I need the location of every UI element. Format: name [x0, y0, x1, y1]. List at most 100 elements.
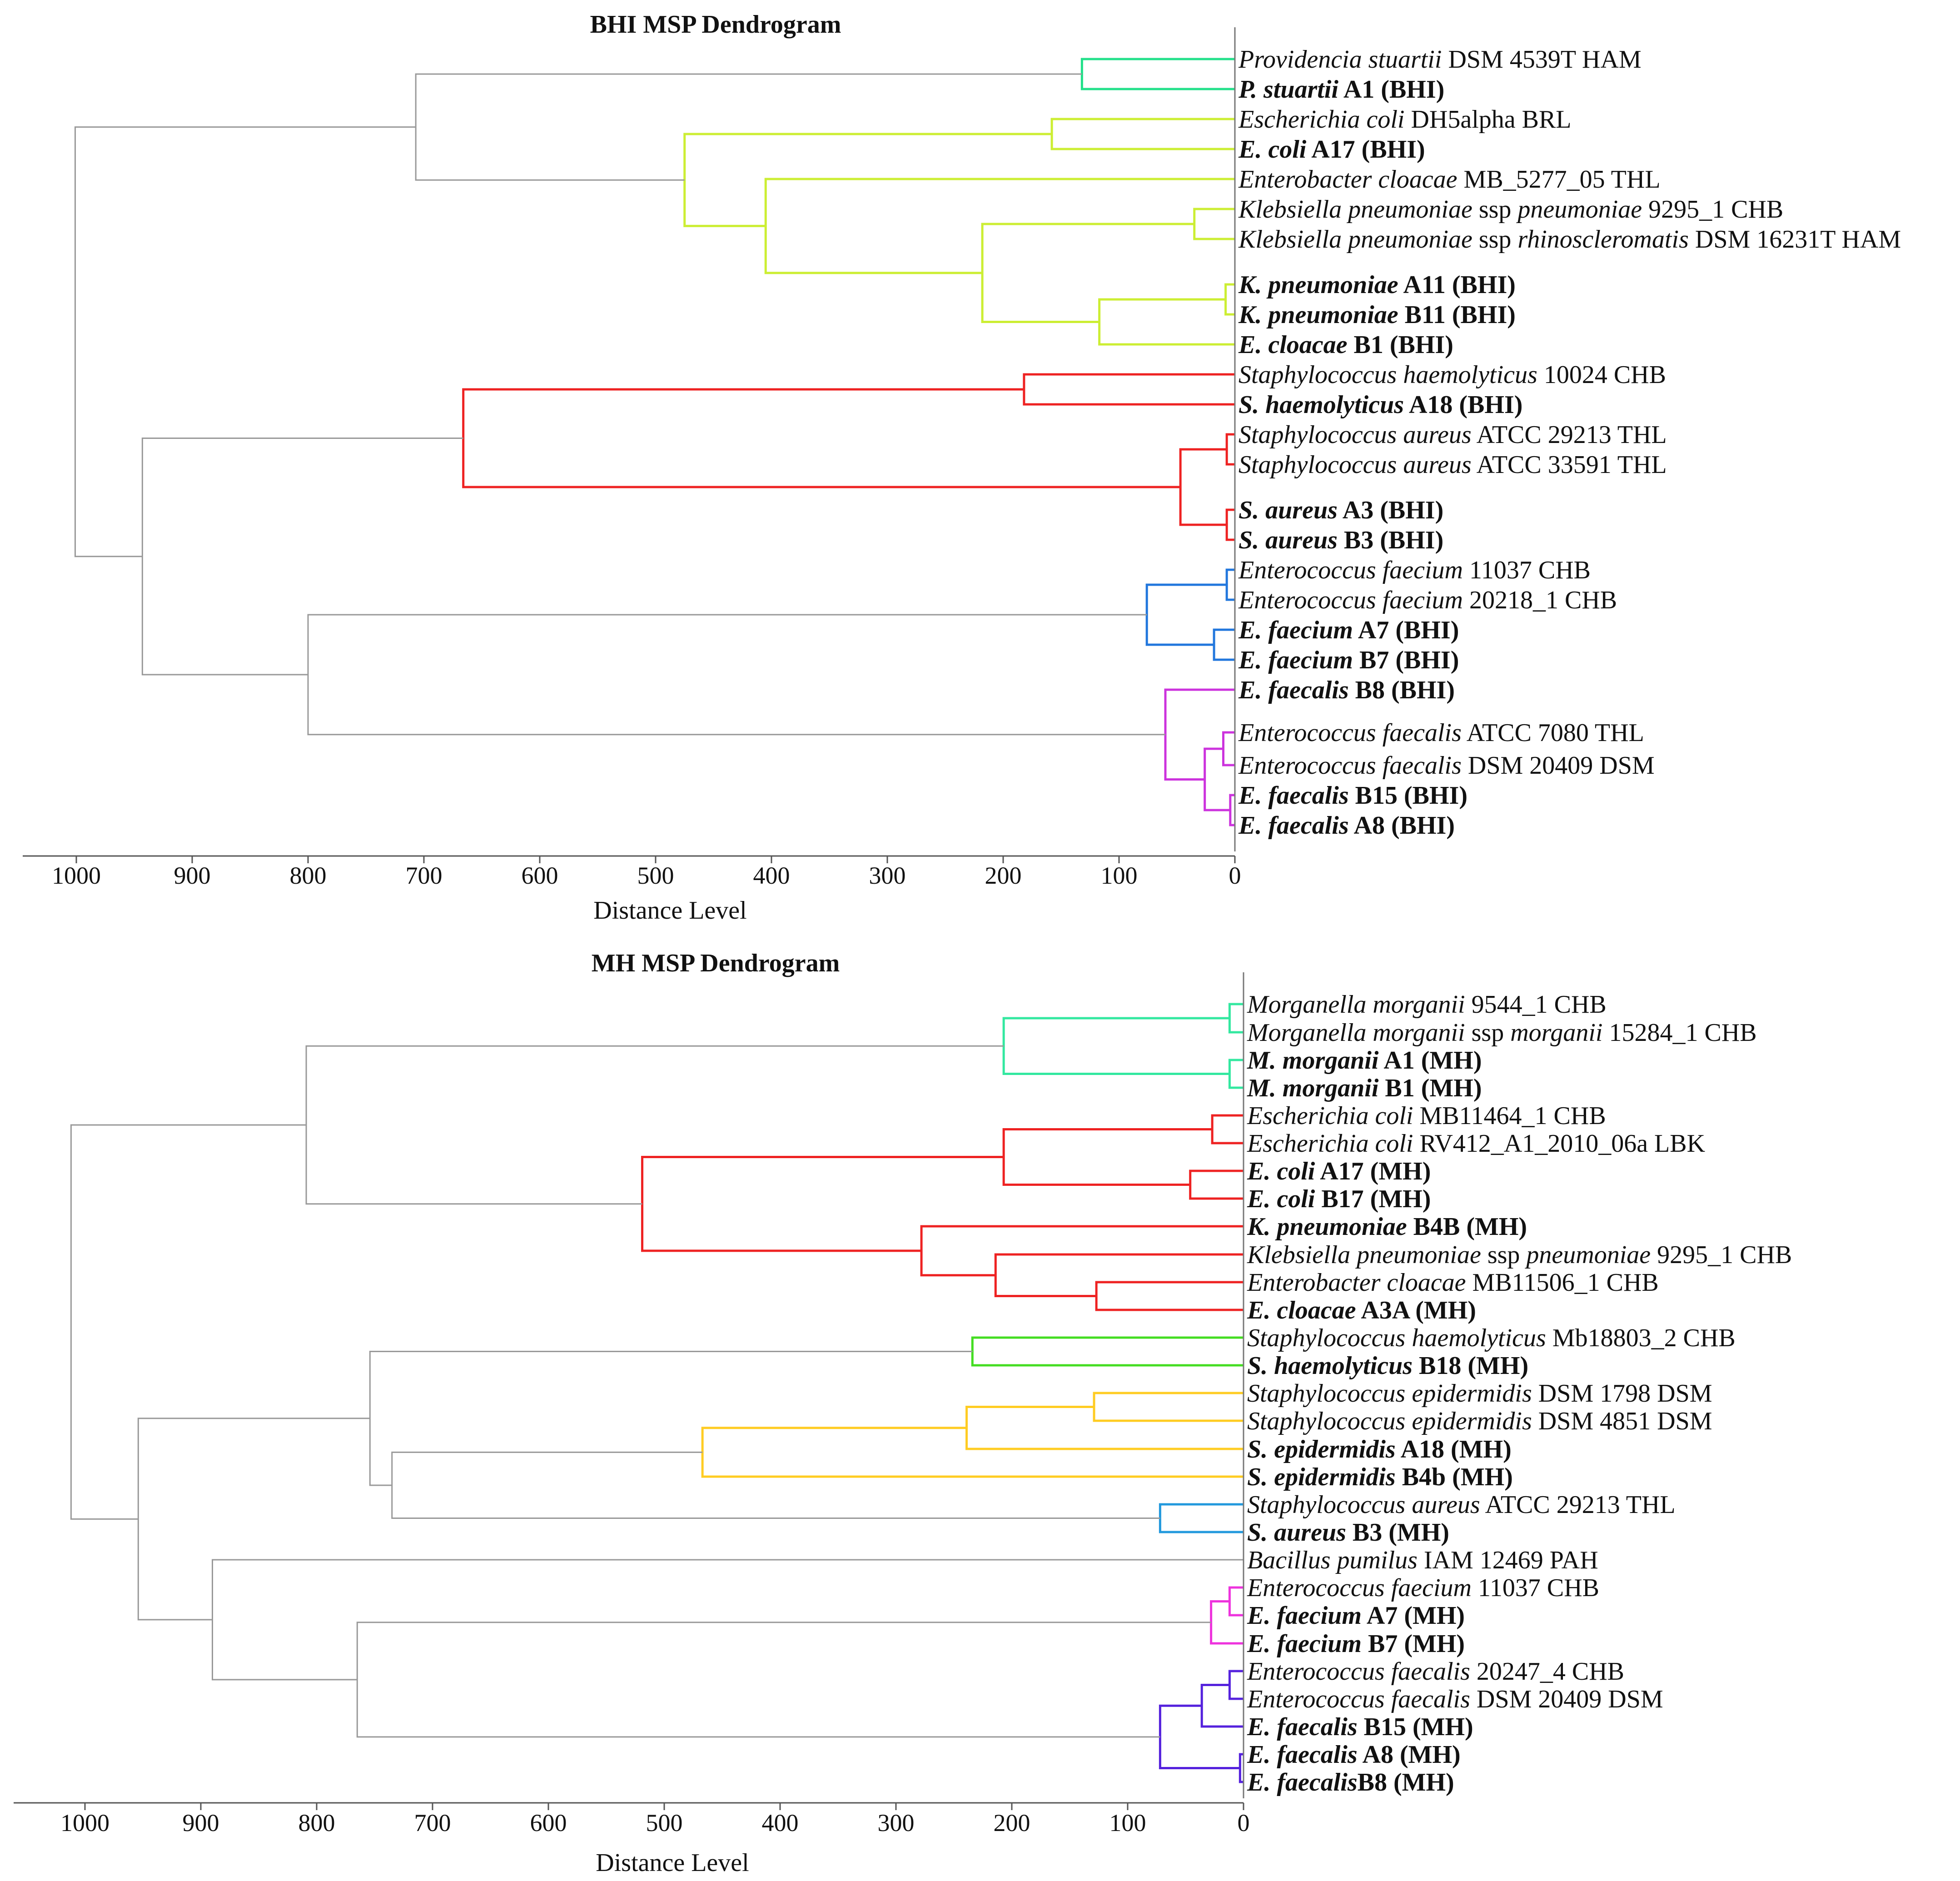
bhi-leaf-label: S. aureus A3 (BHI)	[1239, 496, 1443, 524]
mh-tick-label-500: 500	[646, 1809, 683, 1836]
mh-leaf-label: E. cloacae A3A (MH)	[1247, 1296, 1476, 1324]
mh-leaf-label: Morganella morganii ssp morganii 15284_1…	[1247, 1019, 1757, 1047]
bhi-chart-title: BHI MSP Dendrogram	[590, 10, 841, 39]
bhi-leaf-label: Klebsiella pneumoniae ssp pneumoniae 929…	[1238, 195, 1783, 224]
bhi-tick-label-700: 700	[406, 862, 443, 889]
mh-branch-m24	[1159, 1704, 1240, 1769]
mh-leaf-label: E. faecalis B15 (MH)	[1247, 1713, 1473, 1741]
mh-branch-m25	[356, 1622, 1211, 1738]
mh-branch-m9	[920, 1225, 1244, 1277]
mh-leaf-label: Bacillus pumilus IAM 12469 PAH	[1247, 1546, 1598, 1574]
bhi-leaf-label: Enterococcus faecium 11037 CHB	[1238, 556, 1591, 584]
mh-branch-m21	[1228, 1670, 1244, 1700]
bhi-leaf-label: S. aureus B3 (BHI)	[1239, 526, 1443, 554]
mh-tick-label-400: 400	[762, 1809, 799, 1836]
mh-leaf-label: Enterobacter cloacae MB11506_1 CHB	[1247, 1269, 1659, 1297]
bhi-branch-n16	[1213, 628, 1235, 661]
bhi-branch-n6	[981, 223, 1194, 323]
bhi-leaf-label: Enterobacter cloacae MB_5277_05 THL	[1238, 165, 1661, 194]
bhi-branch-n15	[1225, 568, 1235, 601]
mh-branch-m12	[971, 1336, 1244, 1367]
bhi-leaf-label: Enterococcus faecalis DSM 20409 DSM	[1238, 751, 1655, 780]
mh-branch-m6	[1002, 1128, 1213, 1186]
bhi-tick-label-600: 600	[522, 862, 558, 889]
bhi-leaf-label: S. haemolyticus A18 (BHI)	[1239, 391, 1522, 419]
bhi-branch-n20	[1204, 747, 1230, 811]
mh-branch-m28	[70, 1124, 307, 1520]
bhi-branch-n9	[415, 73, 1082, 181]
mh-tick-label-700: 700	[414, 1809, 451, 1836]
mh-branch-m27	[137, 1418, 370, 1621]
bhi-tick-label-300: 300	[869, 862, 906, 889]
bhi-leaf-label: E. cloacae B1 (BHI)	[1238, 331, 1453, 359]
mh-branch-m5	[1189, 1169, 1244, 1200]
mh-branch-m17	[391, 1451, 1160, 1519]
mh-leaf-label: Staphylococcus haemolyticus Mb18803_2 CH…	[1247, 1324, 1736, 1352]
mh-leaf-label: Staphylococcus epidermidis DSM 4851 DSM	[1247, 1407, 1712, 1435]
mh-leaf-label: E. coli B17 (MH)	[1247, 1185, 1431, 1213]
bhi-branch-n4	[1224, 283, 1235, 316]
mh-tick-label-900: 900	[183, 1809, 219, 1836]
bhi-leaf-label: Enterococcus faecalis ATCC 7080 THL	[1238, 719, 1644, 747]
bhi-tick-label-200: 200	[985, 862, 1022, 889]
mh-leaf-label: Escherichia coli RV412_A1_2010_06a LBK	[1247, 1130, 1705, 1158]
mh-leaf-label: E. faecalis A8 (MH)	[1247, 1741, 1461, 1769]
mh-leaf-label: E. faecalisB8 (MH)	[1247, 1768, 1454, 1796]
bhi-tick-label-900: 900	[174, 862, 211, 889]
bhi-tick-label-1000: 1000	[52, 862, 101, 889]
bhi-branch-n10	[1023, 373, 1235, 406]
mh-branch-m15	[701, 1427, 1244, 1478]
bhi-branch-n2	[1050, 118, 1235, 150]
mh-leaf-label: S. epidermidis B4b (MH)	[1247, 1463, 1513, 1491]
mh-leaf-label: E. coli A17 (MH)	[1247, 1157, 1431, 1185]
mh-branch-m2	[1228, 1059, 1244, 1089]
mh-tick-label-1000: 1000	[60, 1809, 109, 1836]
mh-leaf-label: M. morganii A1 (MH)	[1247, 1046, 1482, 1075]
bhi-leaf-label: Providencia stuartii DSM 4539T HAM	[1238, 45, 1642, 74]
mh-leaf-label: Enterococcus faecalis DSM 20409 DSM	[1247, 1685, 1663, 1713]
bhi-leaf-label: Staphylococcus aureus ATCC 33591 THL	[1239, 451, 1667, 479]
mh-x-axis-title: Distance Level	[596, 1849, 749, 1877]
bhi-leaf-label: Klebsiella pneumoniae ssp rhinoscleromat…	[1238, 225, 1901, 254]
mh-leaf-label: S. epidermidis A18 (MH)	[1247, 1435, 1512, 1463]
bhi-branch-n13	[1179, 448, 1227, 526]
mh-tick-label-600: 600	[530, 1809, 567, 1836]
mh-leaf-label: M. morganii B1 (MH)	[1247, 1074, 1482, 1102]
bhi-branch-n7	[764, 178, 1235, 274]
bhi-branches	[74, 58, 1235, 826]
bhi-branch-n3	[1193, 208, 1235, 240]
bhi-branch-n1	[1080, 58, 1235, 90]
mh-leaf-label: Enterococcus faecalis 20247_4 CHB	[1247, 1657, 1624, 1686]
mh-branches	[70, 1003, 1244, 1783]
mh-leaf-label: Escherichia coli MB11464_1 CHB	[1247, 1102, 1606, 1130]
bhi-branch-n22	[307, 614, 1165, 736]
bhi-leaf-label: Escherichia coli DH5alpha BRL	[1238, 105, 1572, 134]
bhi-leaf-label: K. pneumoniae A11 (BHI)	[1238, 271, 1516, 299]
bhi-branch-n19	[1229, 794, 1235, 826]
mh-leaf-label: Staphylococcus aureus ATCC 29213 THL	[1247, 1491, 1676, 1519]
bhi-tick-label-100: 100	[1101, 862, 1138, 889]
bhi-dendrogram-panel: BHI MSP Dendrogram Distance Level 1000 90…	[23, 10, 1901, 925]
mh-branch-m4	[1211, 1114, 1244, 1145]
bhi-branch-n23	[141, 438, 463, 676]
mh-branch-m18	[369, 1351, 973, 1486]
mh-chart-title: MH MSP Dendrogram	[592, 949, 840, 977]
mh-branch-m26	[212, 1559, 1244, 1681]
mh-branch-m20	[1210, 1600, 1244, 1645]
bhi-branch-n18	[1222, 731, 1235, 766]
mh-tick-label-0: 0	[1238, 1809, 1250, 1836]
bhi-leaf-label: E. faecium B7 (BHI)	[1238, 646, 1459, 674]
mh-tick-label-800: 800	[298, 1809, 335, 1836]
bhi-branch-n11	[1225, 433, 1235, 466]
bhi-branch-n12	[1225, 508, 1235, 541]
mh-leaf-label: E. faecium A7 (MH)	[1247, 1602, 1465, 1630]
bhi-leaf-label: P. stuartii A1 (BHI)	[1238, 75, 1444, 104]
mh-leaf-label: Enterococcus faecium 11037 CHB	[1247, 1574, 1599, 1602]
mh-tick-label-300: 300	[878, 1809, 915, 1836]
mh-branch-m8	[994, 1253, 1244, 1297]
bhi-leaf-label: Staphylococcus aureus ATCC 29213 THL	[1239, 421, 1667, 449]
mh-branch-m19	[1228, 1586, 1244, 1617]
bhi-leaf-label: Staphylococcus haemolyticus 10024 CHB	[1239, 361, 1666, 389]
mh-branch-m13	[1093, 1392, 1244, 1422]
